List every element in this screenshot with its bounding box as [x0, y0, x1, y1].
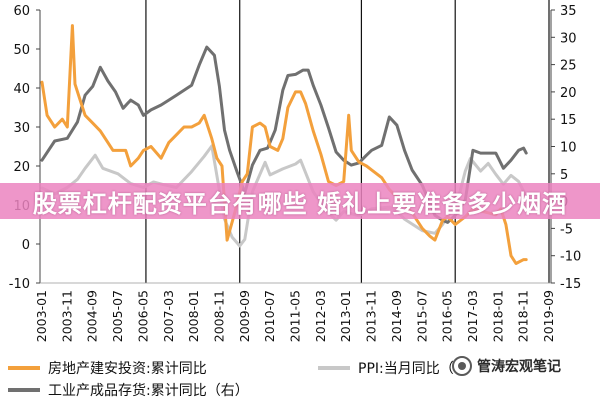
x-axis-tick-label: 2003-11	[59, 290, 74, 342]
left-axis-tick-labels: 6050403020100-10	[9, 4, 30, 292]
right-axis-tick-label: 35	[560, 4, 577, 19]
left-axis-tick-label: 60	[13, 4, 30, 19]
legend-swatch-light-gray	[318, 366, 350, 370]
x-axis-tick-label: 2010-07	[262, 290, 277, 342]
x-axis-tick-label: 2011-05	[288, 290, 303, 342]
watermark-text: 管涛宏观笔记	[477, 359, 561, 375]
x-axis-tick-label: 2018-11	[516, 290, 531, 342]
legend-label: 房地产建安投资:累计同比	[48, 361, 207, 377]
x-axis-tick-labels: 2003-01 2003-11 2004-09 2005-07 2006-05 2007-…	[34, 290, 556, 342]
left-axis-tick-label: 50	[13, 43, 30, 58]
right-axis-tick-label: 15	[560, 113, 577, 128]
legend-swatch-dark-gray	[8, 388, 40, 392]
x-axis-tick-label: 2004-09	[85, 290, 100, 342]
legend-label: PPI:当月同比（	[358, 361, 454, 377]
x-axis-tick-label: 2009-09	[237, 290, 252, 342]
left-axis-tick-label: 30	[13, 121, 30, 136]
left-axis-tick-label: 40	[13, 82, 30, 97]
x-axis-tick-label: 2017-03	[465, 290, 480, 342]
x-axis-tick-label: 2015-07	[414, 290, 429, 342]
x-axis-tick-label: 2013-11	[364, 290, 379, 342]
x-axis-tick-label: 2008-11	[211, 290, 226, 342]
series-line-construction-investment	[40, 24, 528, 265]
right-axis-tick-label: 30	[560, 31, 577, 46]
right-axis-tick-label: 5	[560, 168, 568, 183]
x-axis-tick-label: 2006-05	[135, 290, 150, 342]
x-axis-tick-label: 2005-07	[110, 290, 125, 342]
overlay-banner: 股票杠杆配资平台有哪些 婚礼上要准备多少烟酒	[0, 183, 600, 219]
x-axis-tick-label: 2008-01	[186, 290, 201, 342]
series-lines	[40, 24, 528, 265]
x-axis-tick-label: 2003-01	[34, 290, 49, 342]
left-axis-tick-label: -10	[9, 277, 30, 292]
x-axis-tick-label: 2019-09	[541, 290, 556, 342]
watermark: 管涛宏观笔记	[452, 356, 561, 376]
right-axis-tick-label: 10	[560, 141, 577, 156]
x-axis-tick-label: 2018-01	[490, 290, 505, 342]
legend-item-construction-investment: 房地产建安投资:累计同比	[8, 358, 207, 378]
x-axis-tick-label: 2014-09	[389, 290, 404, 342]
legend-swatch-orange	[8, 366, 40, 370]
x-axis-tick-label: 2013-01	[338, 290, 353, 342]
right-axis-tick-labels: 35302520151050-5-10-15	[560, 4, 581, 292]
x-axis-tick-label: 2016-05	[440, 290, 455, 342]
right-axis-tick-label: -10	[560, 250, 581, 265]
legend-item-ppi: PPI:当月同比（	[318, 358, 454, 378]
legend-label: 工业产成品存货:累计同比（右）	[48, 383, 249, 399]
wechat-logo-icon	[452, 356, 472, 376]
right-axis-tick-label: -15	[560, 277, 581, 292]
right-axis-tick-label: 25	[560, 59, 577, 74]
right-axis-tick-label: -5	[560, 222, 573, 237]
right-axis-tick-label: 20	[560, 86, 577, 101]
reference-lines	[145, 0, 550, 283]
left-axis-tick-label: 0	[22, 238, 30, 253]
x-axis-tick-label: 2012-03	[313, 290, 328, 342]
legend-item-inventory: 工业产成品存货:累计同比（右）	[8, 380, 249, 400]
axes	[36, 9, 555, 284]
x-axis-tick-label: 2007-03	[161, 290, 176, 342]
left-axis-tick-label: 20	[13, 160, 30, 175]
